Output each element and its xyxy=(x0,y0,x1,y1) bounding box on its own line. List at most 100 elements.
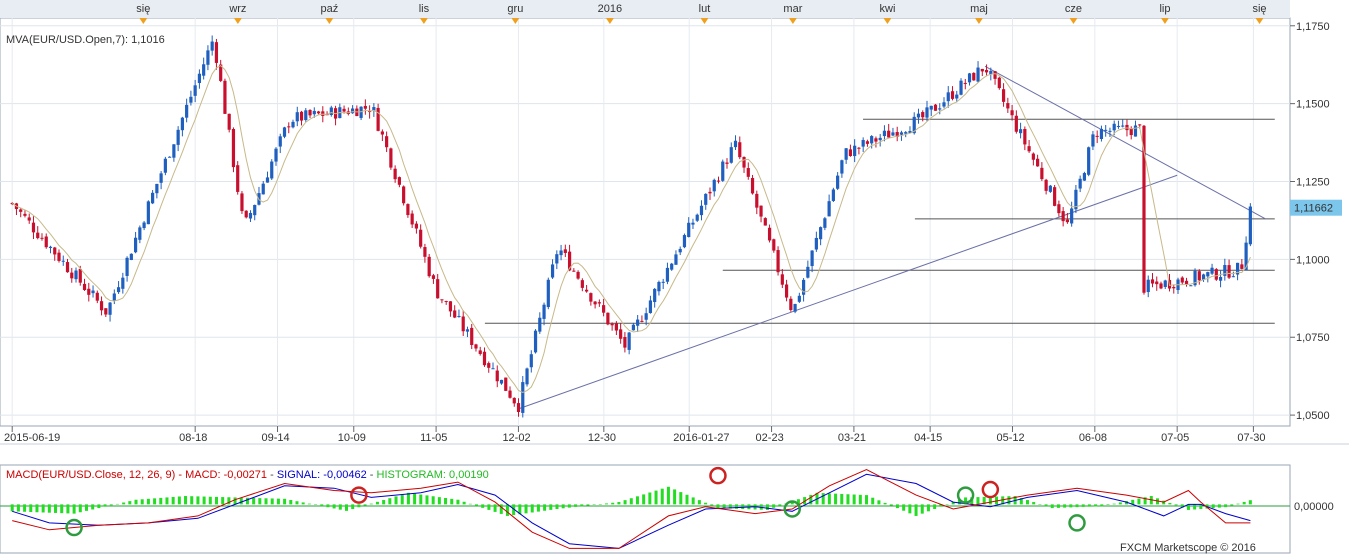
candle-body xyxy=(759,205,763,217)
histogram-bar xyxy=(1038,504,1042,505)
candle-body xyxy=(436,279,440,299)
date-tick-label: 10-09 xyxy=(338,432,366,444)
histogram-bar xyxy=(741,504,745,509)
month-marker-label: kwi xyxy=(880,3,896,15)
histogram-bar xyxy=(72,504,76,514)
candle-body xyxy=(1082,173,1087,181)
histogram-bar xyxy=(821,493,825,505)
histogram-bar xyxy=(1211,504,1215,509)
candle-body xyxy=(172,144,176,158)
candle-body xyxy=(448,301,453,312)
candle-body xyxy=(597,302,601,304)
candle-body xyxy=(878,137,882,141)
candle-body xyxy=(1193,270,1197,286)
candle-body xyxy=(882,130,887,137)
candle-body xyxy=(142,222,146,229)
histogram-bar xyxy=(976,497,980,505)
macd-legend: MACD(EUR/USD.Close, 12, 26, 9) - MACD: -… xyxy=(6,469,489,481)
histogram-bar xyxy=(1137,498,1141,505)
candle-body xyxy=(265,177,270,183)
date-tick-label: 08-18 xyxy=(179,432,207,444)
macd-cross-marker xyxy=(65,518,83,537)
macd-zero-label: 0,00000 xyxy=(1294,501,1334,513)
candle-body xyxy=(682,235,687,248)
histogram-bar xyxy=(1118,502,1122,505)
month-marker-triangle xyxy=(511,18,520,24)
histogram-bar xyxy=(499,504,503,514)
candle-body xyxy=(1044,179,1048,191)
candle-body xyxy=(933,104,938,111)
month-marker-triangle xyxy=(1069,18,1078,24)
candle-body xyxy=(48,246,53,248)
candle-body xyxy=(793,303,797,312)
candle-body xyxy=(202,64,206,76)
histogram-bar xyxy=(592,504,596,505)
month-marker-triangle xyxy=(1160,18,1169,24)
candle-body xyxy=(402,186,406,204)
candle-body xyxy=(797,295,801,302)
histogram-bar xyxy=(858,494,862,505)
histogram-bar xyxy=(289,500,293,505)
histogram-bar xyxy=(431,496,435,505)
candle-body xyxy=(925,107,929,118)
candle-body xyxy=(993,71,997,79)
candle-body xyxy=(844,148,848,160)
date-tick-label: 04-15 xyxy=(914,432,942,444)
candle-body xyxy=(691,222,695,225)
month-marker-label: wrz xyxy=(228,3,246,15)
candle-body xyxy=(1057,204,1061,214)
candle-body xyxy=(1244,242,1248,271)
candle-body xyxy=(342,108,346,112)
histogram-bar xyxy=(530,504,534,513)
candle-body xyxy=(423,247,427,257)
histogram-bar xyxy=(177,496,181,505)
candle-body xyxy=(755,193,759,208)
histogram-bar xyxy=(437,497,441,505)
histogram-bar xyxy=(1025,500,1029,505)
price-axis: 1,1750 1,1500 1,1250 1,1000 1,0750 1,0500 xyxy=(1290,21,1330,422)
histogram-bar xyxy=(456,499,460,505)
histogram-bar xyxy=(735,504,739,509)
price-panel: 1,1750 1,1500 1,1250 1,1000 1,0750 1,0500 201… xyxy=(0,17,1349,445)
candle-body xyxy=(1006,103,1010,109)
histogram-bar xyxy=(524,504,528,514)
candle-body xyxy=(572,270,576,272)
histogram-bar xyxy=(84,504,88,511)
candle-body xyxy=(806,266,810,278)
histogram-bar xyxy=(493,504,497,512)
candle-body xyxy=(1108,130,1112,132)
candle-body xyxy=(1036,158,1040,167)
candle-body xyxy=(989,70,993,75)
candle-body xyxy=(231,128,236,168)
candle-body xyxy=(695,214,699,221)
histogram-bar xyxy=(642,494,646,505)
histogram-bar xyxy=(939,504,943,507)
candle-body xyxy=(1142,125,1146,293)
candle-body xyxy=(312,110,316,115)
candle-body xyxy=(938,108,942,110)
histogram-bar xyxy=(97,504,101,509)
histogram-bar xyxy=(988,496,992,505)
candle-body xyxy=(82,283,87,291)
histogram-bar xyxy=(1094,504,1098,507)
candle-body xyxy=(282,127,287,137)
histogram-bar xyxy=(78,504,82,513)
candle-body xyxy=(1201,274,1206,280)
candle-body xyxy=(593,301,597,305)
candle-body xyxy=(1010,110,1014,116)
candle-body xyxy=(74,270,78,280)
candle-body xyxy=(814,237,818,250)
candle-body xyxy=(661,281,665,283)
month-marker-triangle xyxy=(325,18,334,24)
month-marker-label: paź xyxy=(320,3,338,15)
histogram-bar xyxy=(827,493,831,505)
histogram-bar xyxy=(252,497,256,505)
histogram-bar xyxy=(1112,503,1116,505)
histogram-bar xyxy=(790,501,794,505)
candle-body xyxy=(657,281,661,292)
histogram-bar xyxy=(357,504,361,508)
histogram-bar xyxy=(227,497,231,505)
price-tick-label: 1,1000 xyxy=(1296,254,1330,266)
histogram-bar xyxy=(660,488,664,505)
